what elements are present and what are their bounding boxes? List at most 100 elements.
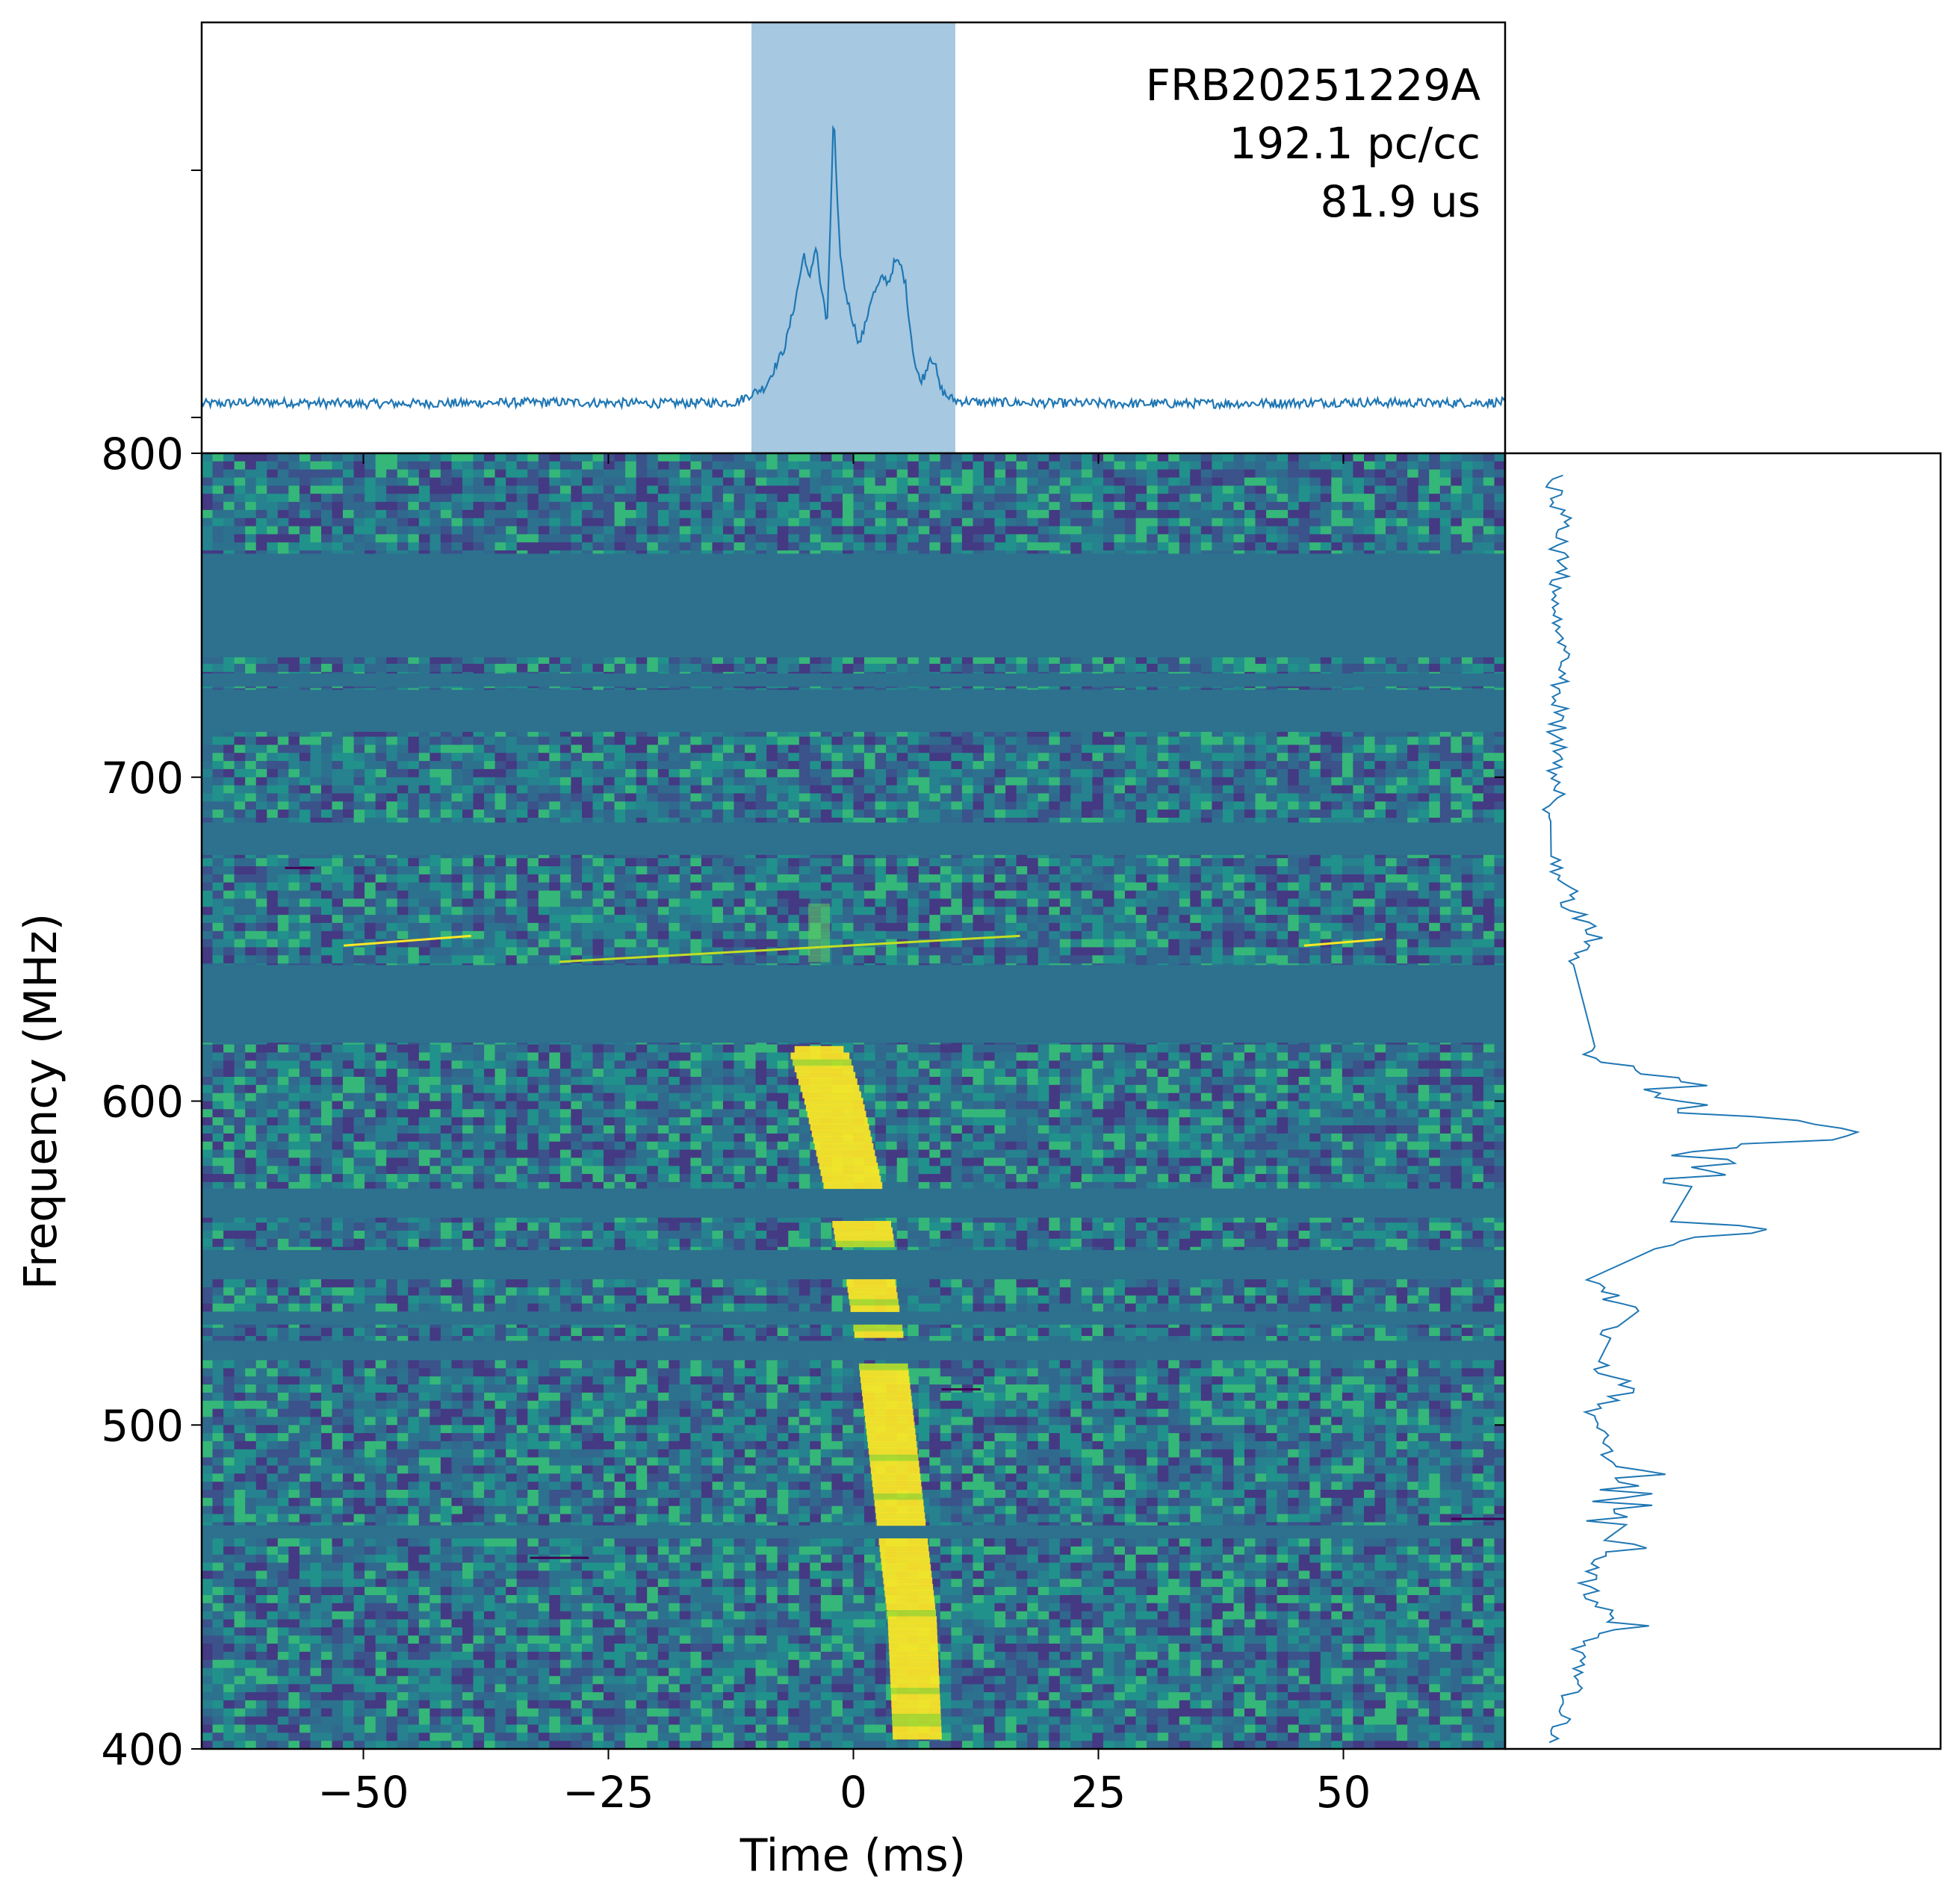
noise-pixel (798, 518, 810, 527)
noise-pixel (429, 542, 441, 551)
noise-pixel (1125, 485, 1137, 494)
noise-pixel (1244, 663, 1256, 673)
noise-pixel (1309, 761, 1321, 770)
noise-pixel (1320, 663, 1332, 673)
noise-pixel (961, 777, 973, 786)
noise-pixel (625, 777, 637, 786)
noise-pixel (451, 663, 463, 673)
noise-pixel (951, 534, 963, 543)
noise-pixel (712, 542, 724, 551)
noise-pixel (245, 477, 257, 486)
noise-pixel (1407, 542, 1419, 551)
noise-pixel (1200, 736, 1212, 745)
noise-pixel (1212, 485, 1224, 494)
noise-pixel (798, 768, 810, 778)
noise-pixel (365, 761, 376, 770)
noise-pixel (506, 469, 518, 479)
noise-pixel (1135, 777, 1147, 786)
noise-pixel (473, 494, 485, 503)
noise-pixel (1396, 542, 1408, 551)
noise-pixel (864, 509, 876, 519)
noise-pixel (1157, 768, 1169, 778)
noise-pixel (462, 753, 474, 762)
noise-pixel (1320, 768, 1332, 778)
noise-pixel (1266, 477, 1278, 486)
noise-pixel (1386, 736, 1398, 745)
noise-pixel (582, 469, 594, 479)
noise-pixel (994, 509, 1006, 519)
noise-pixel (212, 453, 224, 462)
noise-pixel (1461, 485, 1473, 494)
noise-pixel (440, 494, 452, 503)
noise-pixel (1461, 542, 1473, 551)
noise-pixel (462, 477, 474, 486)
noise-pixel (473, 728, 485, 738)
noise-pixel (973, 542, 984, 551)
noise-pixel (582, 753, 594, 762)
noise-pixel (896, 785, 908, 794)
noise-pixel (1147, 453, 1159, 462)
noise-pixel (1331, 736, 1343, 745)
noise-pixel (1288, 477, 1300, 486)
noise-pixel (527, 542, 539, 551)
noise-pixel (212, 485, 224, 494)
noise-pixel (1483, 663, 1495, 673)
noise-pixel (1222, 745, 1234, 753)
noise-pixel (1244, 777, 1256, 786)
noise-pixel (408, 745, 420, 753)
noise-pixel (788, 534, 800, 543)
noise-pixel (386, 477, 398, 486)
noise-pixel (429, 477, 441, 486)
noise-pixel (951, 542, 963, 551)
noise-pixel (1070, 753, 1082, 762)
noise-pixel (1374, 494, 1386, 503)
noise-pixel (516, 461, 528, 470)
noise-pixel (1320, 453, 1332, 462)
noise-pixel (1277, 477, 1288, 486)
noise-pixel (549, 753, 561, 762)
noise-pixel (788, 542, 800, 551)
noise-pixel (506, 728, 518, 738)
noise-pixel (1266, 728, 1278, 738)
noise-pixel (1059, 777, 1071, 786)
noise-pixel (864, 526, 876, 535)
noise-pixel (951, 761, 963, 770)
noise-pixel (582, 656, 594, 665)
noise-pixel (918, 509, 930, 519)
noise-pixel (343, 494, 355, 503)
noise-pixel (875, 728, 887, 738)
noise-pixel (440, 663, 452, 673)
noise-pixel (1125, 777, 1137, 786)
noise-pixel (614, 663, 626, 673)
noise-pixel (1386, 542, 1398, 551)
noise-pixel (1472, 469, 1484, 479)
noise-pixel (1059, 534, 1071, 543)
noise-pixel (1103, 453, 1115, 462)
noise-pixel (918, 777, 930, 786)
noise-pixel (527, 534, 539, 543)
noise-pixel (940, 518, 952, 527)
noise-pixel (310, 736, 322, 745)
noise-pixel (1179, 753, 1191, 762)
noise-pixel (973, 663, 984, 673)
noise-pixel (712, 761, 724, 770)
noise-pixel (288, 785, 300, 794)
noise-pixel (1298, 745, 1310, 753)
noise-pixel (321, 663, 333, 673)
noise-pixel (918, 656, 930, 665)
noise-pixel (365, 663, 376, 673)
noise-pixel (571, 502, 583, 511)
noise-pixel (831, 663, 843, 673)
noise-pixel (267, 453, 279, 462)
noise-pixel (831, 461, 843, 470)
noise-pixel (1277, 753, 1288, 762)
noise-pixel (538, 461, 550, 470)
noise-pixel (473, 509, 485, 519)
noise-pixel (1483, 736, 1495, 745)
noise-pixel (451, 485, 463, 494)
noise-pixel (343, 768, 355, 778)
noise-pixel (864, 777, 876, 786)
noise-pixel (864, 461, 876, 470)
noise-pixel (408, 477, 420, 486)
noise-pixel (614, 736, 626, 745)
